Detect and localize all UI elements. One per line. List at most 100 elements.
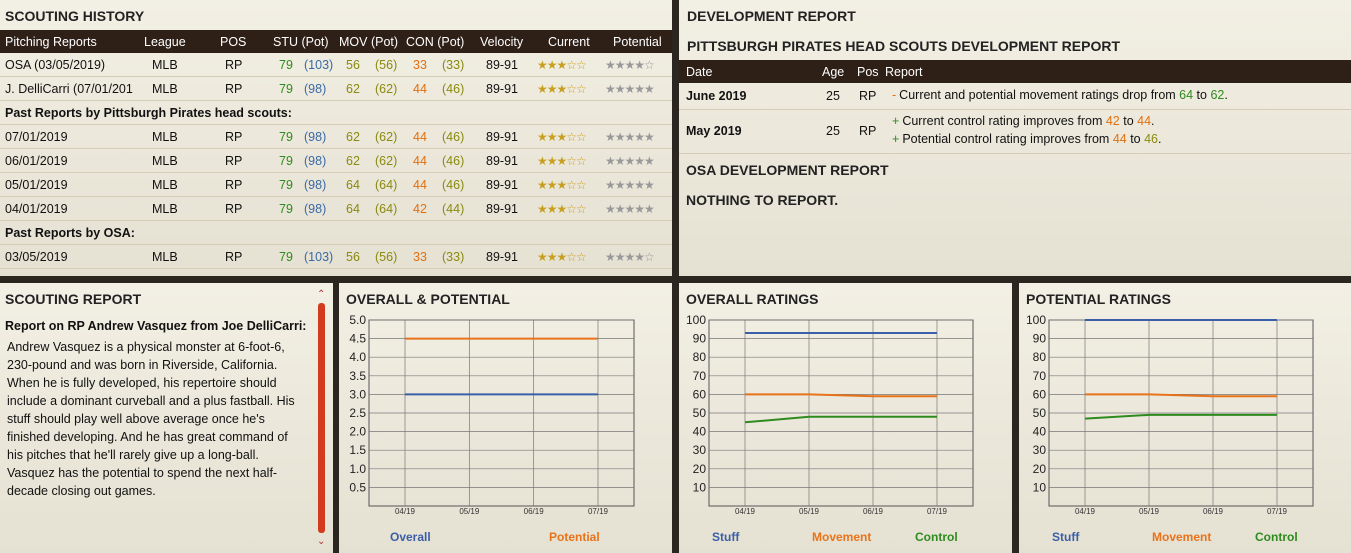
cell-pos: RP	[225, 202, 243, 216]
legend-stuff: Stuff	[1052, 530, 1080, 544]
y-tick-label: 1.5	[349, 443, 366, 457]
x-tick-label: 04/19	[1075, 507, 1096, 516]
dev-age: 25	[826, 124, 840, 138]
development-report-panel: DEVELOPMENT REPORT PITTSBURGH PIRATES HE…	[679, 0, 1351, 276]
potential-stars-icon: ★★★★★	[605, 130, 655, 144]
history-col-0: Pitching Reports	[5, 35, 97, 49]
change-to-word: to	[1193, 88, 1211, 102]
table-row[interactable]: 03/05/2019 MLB RP 79 (103) 56 (56) 33 (33) 89-91 ★…	[0, 245, 672, 269]
y-tick-label: 60	[1033, 387, 1047, 401]
cell-movp: (64)	[375, 202, 398, 216]
series-line-movement	[745, 393, 937, 398]
scroll-thumb[interactable]	[318, 303, 325, 533]
cell-mov: 56	[346, 58, 360, 72]
cell-pos: RP	[225, 178, 243, 192]
history-col-4: MOV (Pot)	[339, 35, 399, 49]
x-tick-label: 05/19	[1139, 507, 1160, 516]
history-col-7: Current	[548, 35, 590, 49]
legend-potential: Potential	[549, 530, 600, 544]
dev-report-line: + Current control rating improves from 42…	[892, 114, 1155, 128]
cell-pos: RP	[225, 58, 243, 72]
cell-league: MLB	[152, 178, 178, 192]
cell-pos: RP	[225, 130, 243, 144]
change-end: .	[1151, 114, 1155, 128]
osa-nothing: NOTHING TO REPORT.	[686, 192, 839, 208]
scroll-up-icon[interactable]: ⌃	[317, 289, 326, 300]
y-tick-label: 30	[1033, 443, 1047, 457]
dev-col-pos: Pos	[857, 65, 879, 79]
scouting-history-panel: SCOUTING HISTORY Pitching Reports League P…	[0, 0, 672, 276]
dev-col-age: Age	[822, 65, 845, 79]
dev-col-date: Date	[686, 65, 713, 79]
chart-title-potential-ratings: POTENTIAL RATINGS	[1026, 291, 1171, 307]
cell-conp: (44)	[442, 202, 465, 216]
change-to: 46	[1144, 132, 1159, 146]
cell-stup: (103)	[304, 250, 334, 264]
y-tick-label: 0.5	[349, 480, 366, 494]
history-col-1: League	[144, 35, 186, 49]
table-row[interactable]: OSA (03/05/2019) MLB RP 79 (103) 56 (56) 33 (33)…	[0, 53, 672, 77]
cell-stu: 79	[279, 250, 293, 264]
scouting-report-panel: SCOUTING REPORT Report on RP Andrew Vasq…	[0, 283, 333, 553]
potential-stars-icon: ★★★★★	[605, 154, 655, 168]
cell-stu: 79	[279, 58, 293, 72]
legend-movement: Movement	[812, 530, 871, 544]
x-tick-label: 05/19	[799, 507, 820, 516]
y-tick-label: 4.0	[349, 350, 366, 364]
potential-stars-icon: ★★★★☆	[605, 58, 655, 72]
scroll-down-icon[interactable]: ⌄	[317, 536, 326, 547]
history-col-5: CON (Pot)	[406, 35, 465, 49]
change-to: 44	[1137, 114, 1152, 128]
cell-vel: 89-91	[486, 178, 518, 192]
chart-overall-potential: 0.5 1.0 1.5 2.0 2.5 3.0 3.5 4.0 4.5 5.0 04/19 05/19…	[349, 313, 635, 544]
table-row[interactable]: J. DelliCarri (07/01/201 MLB RP 79 (98) 62 (62…	[0, 77, 672, 101]
potential-stars-icon: ★★★★★	[605, 178, 655, 192]
cell-movp: (56)	[375, 250, 398, 264]
series-line-control	[1084, 413, 1277, 420]
current-stars-icon: ★★★☆☆	[537, 178, 587, 192]
y-tick-label: 50	[693, 406, 707, 420]
x-tick-label: 06/19	[524, 507, 545, 516]
report-scrollbar[interactable]: ⌃ ⌄	[316, 289, 328, 547]
y-tick-label: 10	[1033, 480, 1047, 494]
cell-vel: 89-91	[486, 82, 518, 96]
y-tick-label: 100	[1026, 313, 1046, 327]
scouting-report-title: SCOUTING REPORT	[5, 291, 142, 307]
change-sign: -	[892, 88, 897, 102]
dev-row: June 2019 25 RP - Current and potential move…	[679, 84, 1351, 110]
cell-vel: 89-91	[486, 58, 518, 72]
cell-conp: (46)	[442, 154, 465, 168]
y-tick-label: 3.0	[349, 387, 366, 401]
legend-stuff: Stuff	[712, 530, 740, 544]
cell-mov: 62	[346, 82, 360, 96]
cell-conp: (33)	[442, 250, 465, 264]
history-section-header: Past Reports by Pittsburgh Pirates head …	[0, 101, 672, 125]
change-to-word: to	[1119, 114, 1138, 128]
development-report-title: DEVELOPMENT REPORT	[687, 8, 856, 24]
cell-pos: RP	[225, 250, 243, 264]
change-end: .	[1224, 88, 1228, 102]
cell-mov: 64	[346, 202, 360, 216]
current-stars-icon: ★★★☆☆	[537, 130, 587, 144]
cell-name: 03/05/2019	[5, 250, 68, 264]
cell-league: MLB	[152, 130, 178, 144]
section-label: Past Reports by OSA:	[5, 226, 135, 240]
y-tick-label: 50	[1033, 406, 1047, 420]
cell-league: MLB	[152, 82, 178, 96]
current-stars-icon: ★★★☆☆	[537, 202, 587, 216]
legend-control: Control	[1255, 530, 1298, 544]
table-row[interactable]: 07/01/2019 MLB RP 79 (98) 62 (62) 44 (46) 89-91 ★★…	[0, 125, 672, 149]
y-tick-label: 5.0	[349, 313, 366, 327]
table-row[interactable]: 05/01/2019 MLB RP 79 (98) 64 (64) 44 (46) 89-91 ★★…	[0, 173, 672, 197]
cell-mov: 64	[346, 178, 360, 192]
y-tick-label: 80	[693, 350, 707, 364]
y-tick-label: 1.0	[349, 462, 366, 476]
series-line-movement	[1085, 393, 1277, 398]
y-tick-label: 2.5	[349, 406, 366, 420]
section-label: Past Reports by Pittsburgh Pirates head …	[5, 106, 292, 120]
cell-stu: 79	[279, 82, 293, 96]
cell-vel: 89-91	[486, 202, 518, 216]
change-to: 62	[1210, 88, 1225, 102]
table-row[interactable]: 04/01/2019 MLB RP 79 (98) 64 (64) 42 (44) 89-91 ★★…	[0, 197, 672, 221]
table-row[interactable]: 06/01/2019 MLB RP 79 (98) 62 (62) 44 (46) 89-91 ★★…	[0, 149, 672, 173]
